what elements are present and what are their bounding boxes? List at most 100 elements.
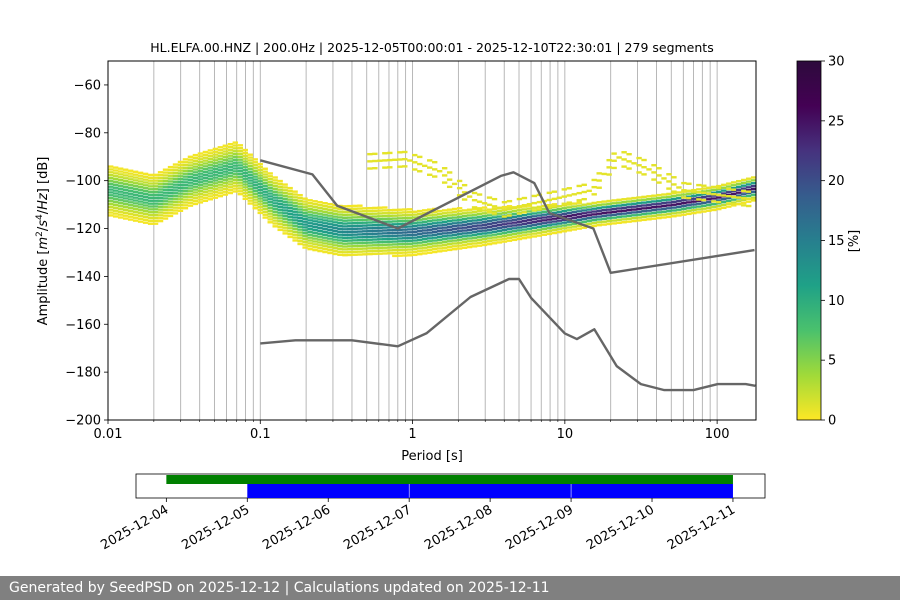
heatmap-cell [112,215,119,218]
heatmap-cell [317,235,323,238]
heatmap-cell [427,237,433,240]
heatmap-cell [362,212,368,216]
heatmap-cell [192,165,199,168]
heatmap-cell [327,248,333,252]
heatmap-cell [681,196,687,199]
heatmap-cell [177,160,184,164]
heatmap-cell [496,215,503,218]
heatmap-cell [576,201,582,204]
heatmap-cell [646,168,652,171]
heatmap-cell [551,220,558,223]
y-axis-label: Amplitude [m2/s4/Hz] [dB] [35,157,51,326]
heatmap-cell [571,211,577,214]
heatmap-cell [451,216,458,219]
heatmap-cell [182,169,189,173]
heatmap-cell [162,179,169,183]
heatmap-cell [402,251,408,254]
heatmap-cell [108,194,114,197]
heatmap-cell [182,195,189,198]
colorbar-tick-label: 5 [828,354,836,369]
heatmap-cell [307,227,313,231]
heatmap-cell [616,201,622,204]
heatmap-cell [267,198,273,201]
heatmap-cell [242,154,248,157]
heatmap-cell [611,204,617,208]
heatmap-cell [446,248,453,252]
heatmap-cell [157,199,164,203]
heatmap-cell [137,208,144,212]
heatmap-cell [242,151,248,155]
heatmap-cell [651,178,657,181]
heatmap-cell [541,210,548,213]
heatmap-cell [292,213,298,216]
heatmap-cell [521,219,528,223]
heatmap-cell [402,242,408,246]
heatmap-cell [706,206,712,210]
heatmap-cell [721,200,727,204]
heatmap-cell [561,209,567,213]
heatmap-cell [162,174,169,177]
heatmap-cell [666,173,672,176]
heatmap-cell [127,172,134,175]
heatmap-cell [636,216,642,219]
heatmap-cell [157,211,164,214]
heatmap-cell [646,212,652,215]
heatmap-cell [591,204,597,208]
heatmap-cell [257,191,263,194]
heatmap-cell [142,195,149,199]
heatmap-cell [721,194,727,197]
heatmap-cell [242,177,248,180]
heatmap-cell [122,217,129,220]
heatmap-cell [596,221,602,224]
heatmap-cell [412,227,418,231]
heatmap-cell [108,176,114,180]
heatmap-cell [671,190,677,193]
heatmap-cell [362,230,368,233]
heatmap-cell [137,211,144,215]
heatmap-cell [302,237,308,241]
heatmap-cell [172,171,179,175]
heatmap-cell [112,169,119,172]
heatmap-cell [217,192,224,195]
heatmap-cell [466,195,473,198]
heatmap-cell [372,229,378,233]
heatmap-cell [556,205,562,208]
heatmap-cell [247,176,253,179]
heatmap-cell [237,181,243,184]
heatmap-cell [367,229,373,233]
heatmap-cell [486,240,493,243]
heatmap-cell [287,204,293,207]
heatmap-cell [372,249,378,253]
heatmap-cell [526,213,533,216]
heatmap-cell [207,175,214,178]
heatmap-cell [122,202,129,206]
heatmap-cell [147,196,154,200]
heatmap-cell [696,211,702,214]
heatmap-cell [736,196,742,199]
heatmap-cell [147,193,154,197]
heatmap-cell [407,231,413,234]
heatmap-cell [736,200,742,203]
heatmap-cell [322,242,328,245]
heatmap-cell [312,208,318,212]
heatmap-cell [392,231,398,235]
heatmap-cell [162,182,169,186]
heatmap-cell [342,251,348,254]
heatmap-cell [402,234,408,237]
heatmap-cell [127,169,134,172]
heatmap-cell [606,158,612,162]
heatmap-cell [287,221,293,224]
y-tick-label: −100 [65,174,101,189]
heatmap-cell [262,167,268,170]
heatmap-cell [576,191,582,195]
heatmap-cell [307,216,313,219]
heatmap-cell [302,229,308,232]
heatmap-cell [162,177,169,180]
heatmap-cell [322,222,328,225]
heatmap-cell [476,209,483,213]
heatmap-cell [337,230,343,233]
heatmap-cell [117,187,124,190]
heatmap-cell [247,164,253,168]
heatmap-cell [591,218,597,222]
heatmap-cell [212,167,219,171]
